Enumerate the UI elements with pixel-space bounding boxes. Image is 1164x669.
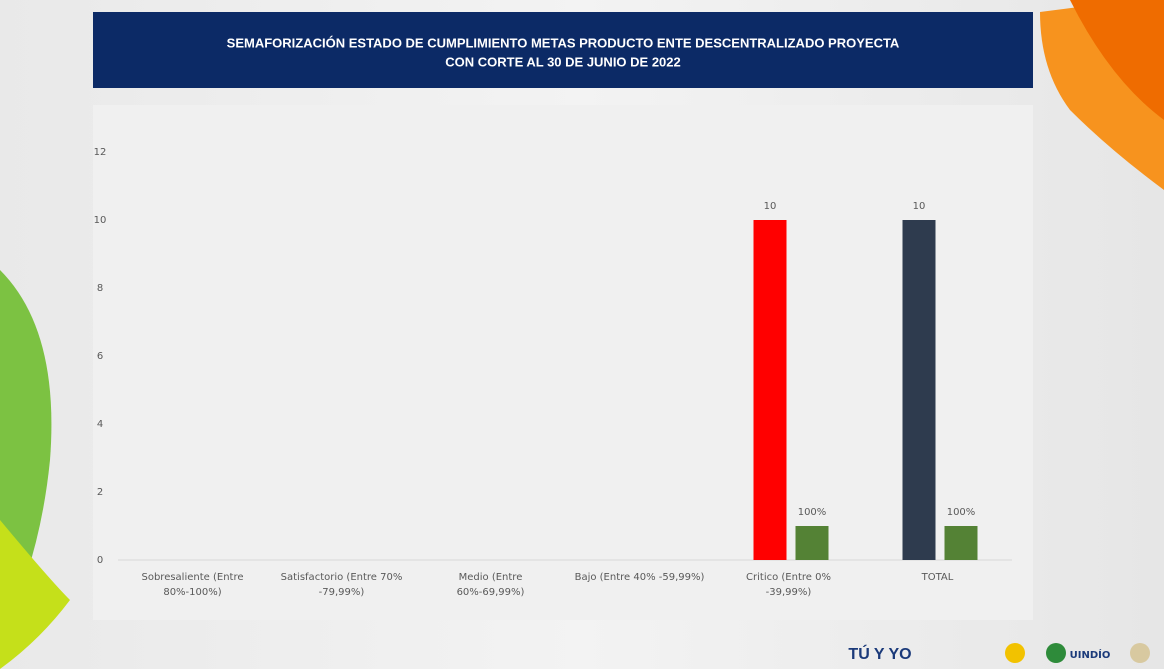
plot-panel bbox=[93, 105, 1033, 620]
decoration bbox=[0, 520, 70, 669]
bar bbox=[795, 526, 829, 560]
logo bbox=[1005, 643, 1025, 663]
y-tick-label: 10 bbox=[94, 215, 107, 226]
y-tick-label: 4 bbox=[97, 419, 103, 430]
logo: UINDÍO bbox=[1070, 648, 1111, 661]
x-tick-label: Medio (Entre 60%-69,99%) bbox=[456, 572, 525, 598]
chart-title: CON CORTE AL 30 DE JUNIO DE 2022 bbox=[445, 54, 681, 69]
x-tick-label: Satisfactorio (Entre 70% -79,99%) bbox=[280, 572, 403, 598]
x-tick-label: Bajo (Entre 40% -59,99%) bbox=[574, 572, 705, 583]
decoration bbox=[1070, 0, 1164, 120]
logo bbox=[1046, 643, 1066, 663]
y-tick-label: 8 bbox=[97, 283, 103, 294]
x-tick-label: Sobresaliente (Entre 80%-100%) bbox=[141, 572, 244, 598]
y-tick-label: 6 bbox=[97, 351, 103, 362]
logo: TÚ Y YO bbox=[848, 644, 911, 663]
data-label: 100% bbox=[947, 507, 976, 518]
x-tick-label: TOTAL bbox=[921, 572, 954, 583]
bar bbox=[902, 220, 936, 560]
y-tick-label: 12 bbox=[94, 147, 107, 158]
x-tick-label: Critico (Entre 0% -39,99%) bbox=[746, 572, 831, 598]
y-tick-label: 0 bbox=[97, 555, 103, 566]
data-label: 10 bbox=[913, 201, 926, 212]
bar bbox=[753, 220, 787, 560]
logo bbox=[1130, 643, 1150, 663]
title-banner bbox=[93, 12, 1033, 88]
data-label: 100% bbox=[798, 507, 827, 518]
bar bbox=[944, 526, 978, 560]
data-label: 10 bbox=[764, 201, 777, 212]
chart-title: SEMAFORIZACIÓN ESTADO DE CUMPLIMIENTO ME… bbox=[227, 35, 900, 50]
y-tick-label: 2 bbox=[97, 487, 103, 498]
